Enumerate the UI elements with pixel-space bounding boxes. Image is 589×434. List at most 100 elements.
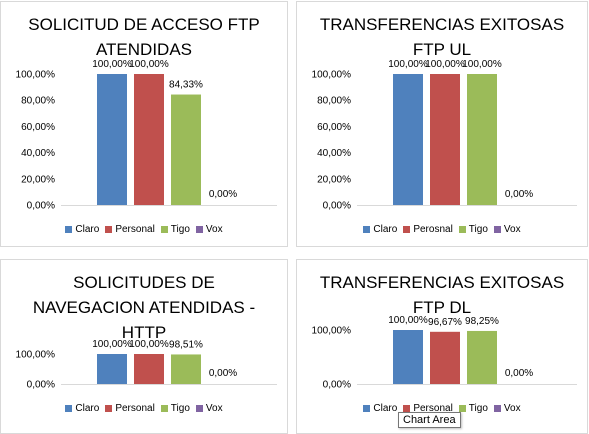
chart-panel-http[interactable]: SOLICITUDES DE NAVEGACION ATENDIDAS - HTTP… — [0, 259, 288, 434]
legend-item[interactable]: Personal — [105, 224, 155, 235]
chart-title-line: ATENDIDAS — [95, 40, 193, 59]
chart-legend[interactable]: Claro Personal Tigo Vox — [297, 403, 587, 414]
chart-panel-ftp-access[interactable]: SOLICITUD DE ACCESO FTP ATENDIDAS 0,00% 20,… — [0, 1, 288, 247]
legend-item[interactable]: Perosnal — [403, 224, 453, 235]
chart-title: SOLICITUDES DE NAVEGACION ATENDIDAS - HTTP — [1, 270, 287, 345]
bar-personal[interactable] — [134, 74, 164, 205]
legend-item[interactable]: Vox — [195, 403, 223, 414]
y-tick-label: 80,00% — [21, 96, 55, 107]
chart-title: TRANSFERENCIAS EXITOSAS FTP DL — [297, 270, 587, 320]
legend-swatch — [65, 226, 73, 233]
legend-label: Claro — [373, 403, 398, 414]
bar-claro[interactable] — [393, 74, 423, 205]
data-label: 100,00% — [129, 339, 169, 350]
y-tick-label: 100,00% — [16, 70, 56, 81]
legend-label: Vox — [503, 403, 521, 414]
chart-title-line: FTP DL — [412, 298, 472, 317]
y-tick-label: 60,00% — [317, 122, 351, 133]
legend-item[interactable]: Claro — [363, 224, 397, 235]
data-label: 100,00% — [425, 59, 465, 70]
chart-area-tooltip: Chart Area — [398, 412, 461, 428]
bar-claro[interactable] — [97, 74, 127, 205]
chart-title-line: FTP UL — [412, 40, 472, 59]
legend-item[interactable]: Tigo — [458, 403, 488, 414]
bar-tigo[interactable] — [171, 94, 201, 205]
data-label: 84,33% — [169, 80, 203, 91]
y-tick-label: 0,00% — [27, 380, 55, 391]
chart-plot: 0,00%100,00%100,00% 96,67% 98,25%0,00% — [312, 315, 577, 391]
chart-plot: 0,00%20,00%40,00%60,00%80,00%100,00%100,… — [16, 59, 277, 212]
y-tick-label: 80,00% — [317, 96, 351, 107]
legend-item[interactable]: Claro — [65, 403, 99, 414]
chart-title-line: SOLICITUDES DE — [73, 273, 215, 292]
bar-personal[interactable] — [430, 331, 460, 384]
legend-label: Tigo — [170, 403, 190, 414]
legend-item[interactable]: Personal — [403, 403, 453, 414]
legend-swatch — [195, 226, 203, 233]
y-tick-label: 40,00% — [21, 148, 55, 159]
y-tick-label: 0,00% — [323, 380, 351, 391]
legend-item[interactable]: Tigo — [160, 224, 190, 235]
legend-swatch — [363, 405, 371, 412]
chart-panel-ftp-ul[interactable]: TRANSFERENCIAS EXITOSAS FTP UL 0,00% 20,00%… — [296, 1, 588, 247]
legend-swatch — [403, 226, 411, 233]
chart-title-line: TRANSFERENCIAS EXITOSAS — [319, 273, 565, 292]
bar-claro[interactable] — [393, 330, 423, 384]
legend-label: Personal — [115, 224, 155, 235]
legend-swatch — [105, 405, 113, 412]
data-label: 98,51% — [169, 339, 203, 350]
legend-item[interactable]: Vox — [493, 224, 521, 235]
legend-swatch — [160, 226, 168, 233]
chart-panel-ftp-dl[interactable]: TRANSFERENCIAS EXITOSAS FTP DL 0,00% 100,00… — [296, 259, 588, 434]
legend-label: Perosnal — [413, 224, 453, 235]
legend-swatch — [458, 226, 466, 233]
legend-swatch — [458, 405, 466, 412]
bar-personal[interactable] — [134, 354, 164, 384]
bar-tigo[interactable] — [467, 330, 497, 384]
data-label: 100,00% — [388, 59, 428, 70]
data-label: 0,00% — [209, 368, 237, 379]
bar-tigo[interactable] — [171, 354, 201, 384]
legend-swatch — [403, 405, 411, 412]
chart-legend[interactable]: Claro Personal Tigo Vox — [1, 224, 287, 235]
chart-legend[interactable]: Claro Perosnal Tigo Vox — [297, 224, 587, 235]
data-label: 100,00% — [129, 59, 169, 70]
y-tick-label: 40,00% — [317, 148, 351, 159]
y-tick-label: 100,00% — [312, 70, 352, 81]
bar-tigo[interactable] — [467, 74, 497, 205]
legend-label: Tigo — [468, 224, 488, 235]
bar-perosnal[interactable] — [430, 74, 460, 205]
legend-swatch — [160, 405, 168, 412]
chart-title-line: SOLICITUD DE ACCESO FTP — [28, 15, 260, 34]
legend-item[interactable]: Personal — [105, 403, 155, 414]
chart-title: TRANSFERENCIAS EXITOSAS FTP UL — [297, 12, 587, 62]
data-label: 100,00% — [388, 315, 428, 326]
y-tick-label: 100,00% — [312, 326, 352, 337]
chart-title-line: NAVEGACION ATENDIDAS - — [32, 298, 256, 317]
chart-plot: 0,00%20,00%40,00%60,00%80,00%100,00%100,… — [312, 59, 577, 212]
chart-legend[interactable]: Claro Personal Tigo Vox — [1, 403, 287, 414]
y-tick-label: 60,00% — [21, 122, 55, 133]
chart-title: SOLICITUD DE ACCESO FTP ATENDIDAS — [1, 12, 287, 62]
data-label: 98,25% — [465, 316, 499, 327]
legend-item[interactable]: Vox — [493, 403, 521, 414]
legend-label: Personal — [413, 403, 453, 414]
bar-claro[interactable] — [97, 354, 127, 384]
legend-item[interactable]: Tigo — [160, 403, 190, 414]
chart-title-line: HTTP — [121, 323, 167, 342]
legend-swatch — [363, 226, 371, 233]
legend-item[interactable]: Tigo — [458, 224, 488, 235]
chart-title-line: TRANSFERENCIAS EXITOSAS — [319, 15, 565, 34]
data-label: 100,00% — [92, 59, 132, 70]
y-tick-label: 20,00% — [317, 174, 351, 185]
legend-label: Claro — [373, 224, 398, 235]
legend-label: Vox — [503, 224, 521, 235]
chart-plot: 0,00%100,00%100,00%100,00% 98,51%0,00% — [16, 339, 277, 391]
legend-label: Vox — [205, 403, 223, 414]
legend-item[interactable]: Vox — [195, 224, 223, 235]
legend-item[interactable]: Claro — [363, 403, 397, 414]
legend-label: Tigo — [468, 403, 488, 414]
legend-item[interactable]: Claro — [65, 224, 99, 235]
legend-label: Vox — [205, 224, 223, 235]
y-tick-label: 20,00% — [21, 174, 55, 185]
